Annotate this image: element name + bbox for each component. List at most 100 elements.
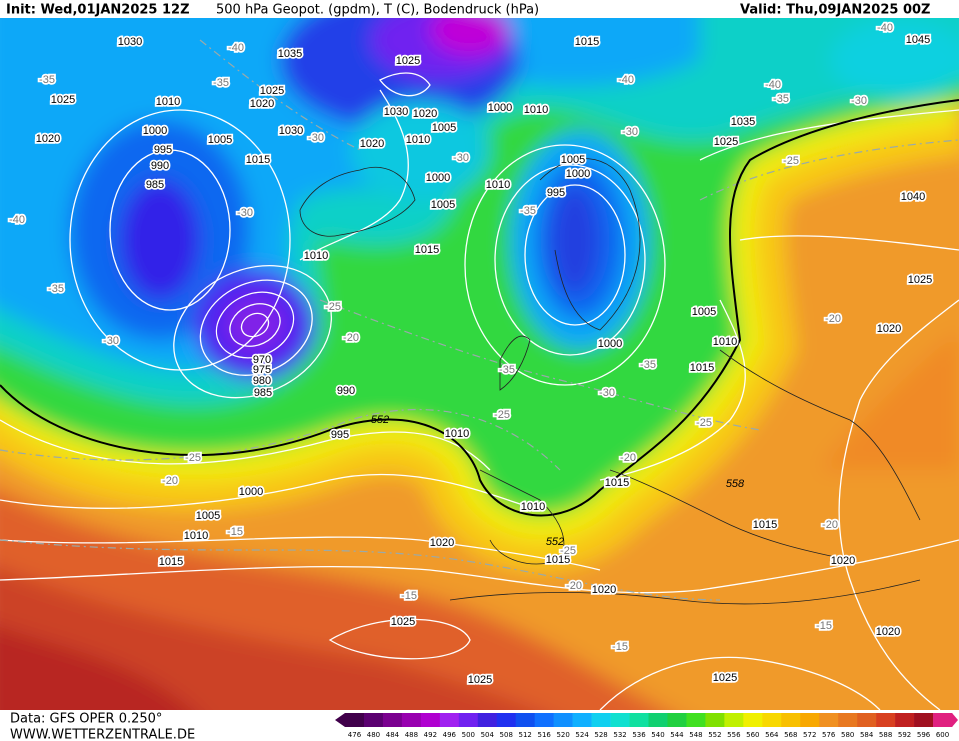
temperature-label: -20: [162, 475, 178, 487]
pressure-label: 1000: [488, 102, 512, 114]
colorbar-segment: [477, 713, 498, 727]
colorbar-tick-label: 560: [746, 731, 759, 739]
colorbar-segment: [629, 713, 649, 727]
temperature-label: -30: [237, 207, 253, 219]
pressure-label: 1010: [713, 336, 737, 348]
map-labels: 1030102510201010100099599098510051015102…: [7, 20, 934, 688]
colorbar-segment: [515, 713, 535, 727]
colorbar-tick-label: 476: [348, 731, 362, 739]
temperature-label: -25: [783, 155, 799, 167]
pressure-label: 1030: [118, 36, 142, 48]
pressure-label: 1015: [159, 556, 183, 568]
pressure-label: 1020: [877, 323, 901, 335]
colorbar-segment: [591, 713, 611, 727]
colorbar-segment: [401, 713, 422, 727]
colorbar-segment: [420, 713, 441, 727]
colorbar-tick-label: 488: [405, 731, 418, 739]
pressure-label: 1045: [906, 34, 930, 46]
pressure-label: 1010: [184, 530, 208, 542]
temperature-label: -30: [308, 132, 324, 144]
pressure-label: 1000: [239, 486, 263, 498]
colorbar-segment: [553, 713, 573, 727]
colorbar-segment: [895, 713, 915, 727]
colorbar: 476 480 484 488 492 496 500 504 508 512 516 520 524 5…: [335, 713, 958, 739]
colorbar-segment: [496, 713, 517, 727]
temperature-label: -35: [773, 93, 789, 105]
temperature-label: -40: [228, 42, 244, 54]
pressure-label: 1015: [546, 554, 570, 566]
colorbar-tick-label: 588: [879, 731, 892, 739]
colorbar-segment: [648, 713, 668, 727]
colorbar-segment: [458, 713, 479, 727]
temperature-label: -35: [48, 283, 64, 295]
pressure-label: 1005: [431, 199, 455, 211]
pressure-label: 1025: [908, 274, 932, 286]
colorbar-tick-label: 500: [462, 731, 475, 739]
pressure-label: 1000: [566, 168, 590, 180]
website: WWW.WETTERZENTRALE.DE: [10, 728, 195, 741]
colorbar-tick-label: 480: [367, 731, 380, 739]
colorbar-segment: [876, 713, 896, 727]
temperature-label: -25: [696, 417, 712, 429]
pressure-label: 985: [254, 387, 272, 399]
temperature-isolines: [0, 39, 959, 601]
pressure-label: 1015: [246, 154, 270, 166]
pressure-label: 1005: [561, 154, 585, 166]
colorbar-tick-label: 572: [803, 731, 816, 739]
temperature-label: -30: [622, 126, 638, 138]
pressure-label: 1025: [714, 136, 738, 148]
pressure-label: 1010: [156, 96, 180, 108]
temperature-label: -20: [822, 519, 838, 531]
geopotential-label: 558: [726, 478, 745, 490]
colorbar-tick-label: 564: [765, 731, 779, 739]
temperature-label: -30: [453, 152, 469, 164]
map-title: 500 hPa Geopot. (gpdm), T (C), Bodendruc…: [216, 3, 539, 18]
pressure-label: 1020: [592, 584, 616, 596]
colorbar-segment: [724, 713, 744, 727]
header-bar: [0, 0, 959, 18]
pressure-label: 1015: [415, 244, 439, 256]
pressure-label: 1000: [426, 172, 450, 184]
colorbar-tick-label: 596: [917, 731, 931, 739]
colorbar-tick-label: 540: [651, 731, 664, 739]
colorbar-tick-label: 516: [537, 731, 551, 739]
temperature-label: -40: [9, 214, 25, 226]
pressure-label: 995: [154, 144, 172, 156]
colorbar-tick-label: 524: [575, 731, 589, 739]
temperature-label: -40: [618, 74, 634, 86]
temperature-label: -15: [612, 641, 628, 653]
temperature-label: -20: [620, 452, 636, 464]
temperature-label: -30: [599, 387, 615, 399]
colorbar-segment: [534, 713, 554, 727]
pressure-label: 1010: [521, 501, 545, 513]
colorbar-tick-label: 600: [936, 731, 949, 739]
temperature-label: -25: [560, 545, 576, 557]
pressure-label: 970: [253, 354, 271, 366]
colorbar-arrow-right: [952, 713, 958, 727]
pressure-label: 1025: [260, 85, 284, 97]
pressure-label: 1010: [524, 104, 548, 116]
colorbar-segment: [743, 713, 763, 727]
geopotential-label: 552: [546, 536, 564, 548]
temperature-label: -15: [401, 590, 417, 602]
pressure-label: 1025: [396, 55, 420, 67]
colorbar-tick-label: 592: [898, 731, 911, 739]
temperature-label: -35: [520, 205, 536, 217]
pressure-label: 1005: [432, 122, 456, 134]
pressure-label: 1040: [901, 191, 925, 203]
pressure-label: 1025: [468, 674, 492, 686]
temperature-label: -30: [103, 335, 119, 347]
temperature-label: -40: [877, 22, 893, 34]
colorbar-tick-label: 584: [860, 731, 874, 739]
colorbar-tick-label: 528: [594, 731, 607, 739]
init-time: Init: Wed,01JAN2025 12Z: [6, 3, 190, 18]
temperature-label: -20: [343, 332, 359, 344]
pressure-label: 995: [547, 187, 565, 199]
pressure-label: 1030: [384, 106, 408, 118]
pressure-label: 1005: [208, 134, 232, 146]
contour-552: [0, 99, 959, 517]
colorbar-tick-label: 580: [841, 731, 854, 739]
temperature-label: -15: [227, 526, 243, 538]
